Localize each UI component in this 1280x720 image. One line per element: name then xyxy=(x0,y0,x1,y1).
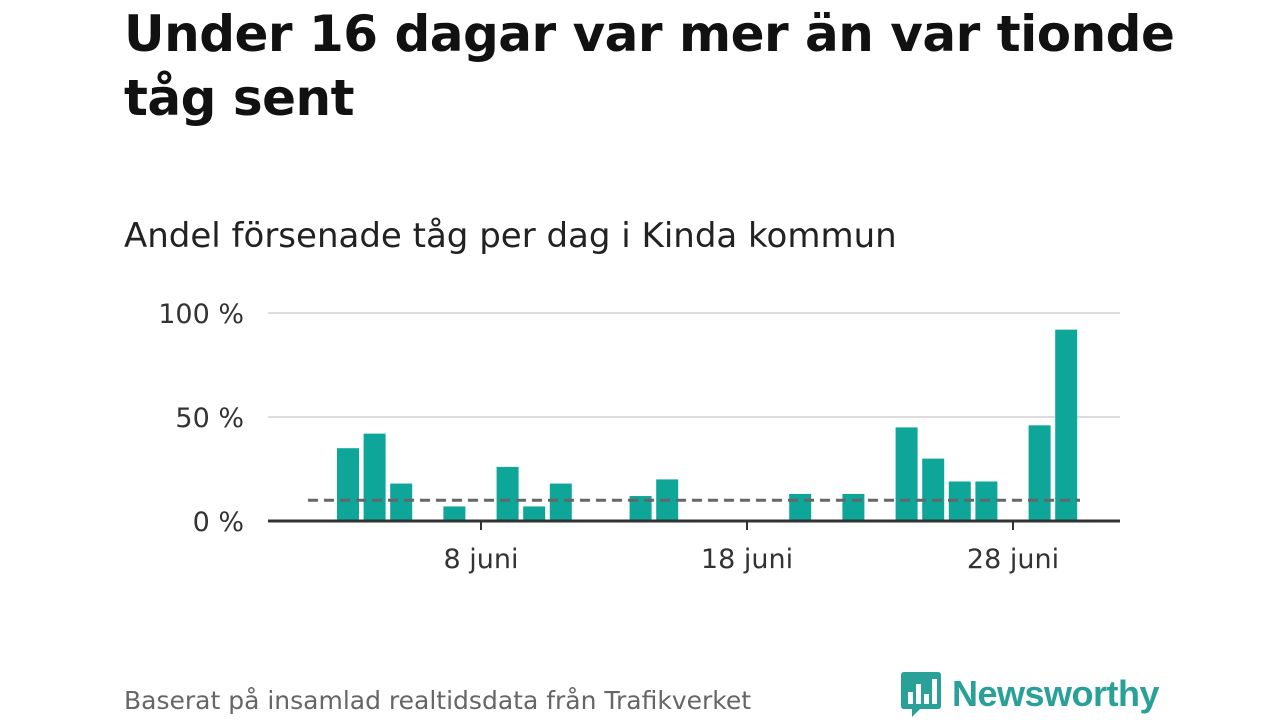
bar xyxy=(363,433,386,521)
bar xyxy=(842,493,865,521)
bar xyxy=(789,493,812,521)
y-tick-label: 100 % xyxy=(158,299,244,330)
x-tick-label: 28 juni xyxy=(967,544,1059,575)
brand-name: Newsworthy xyxy=(952,673,1160,714)
x-tick-label: 18 juni xyxy=(701,544,793,575)
bar xyxy=(948,481,971,521)
bar xyxy=(895,427,918,521)
bar-chart: 0 % 50 % 100 % 8 juni 18 juni 28 juni xyxy=(158,299,1120,575)
bar xyxy=(629,496,652,521)
bar xyxy=(337,448,359,521)
source-note: Baserat på insamlad realtidsdata från Tr… xyxy=(124,686,752,715)
speech-bubble-bar-chart-icon xyxy=(901,672,941,717)
bar xyxy=(443,506,466,521)
chart-title: Under 16 dagar var mer än var tionde tåg… xyxy=(124,5,1175,127)
bar xyxy=(1028,425,1051,521)
newsworthy-logo[interactable]: Newsworthy xyxy=(900,670,1160,718)
chart-subtitle: Andel försenade tåg per dag i Kinda komm… xyxy=(124,216,897,256)
bar xyxy=(549,483,572,521)
x-tick-label: 8 juni xyxy=(444,544,519,575)
y-tick-label: 50 % xyxy=(175,403,244,434)
bar xyxy=(1055,329,1078,521)
bar xyxy=(496,466,519,521)
bar xyxy=(523,506,546,521)
bar xyxy=(922,458,945,521)
y-tick-label: 0 % xyxy=(193,507,244,538)
bar xyxy=(390,483,413,521)
